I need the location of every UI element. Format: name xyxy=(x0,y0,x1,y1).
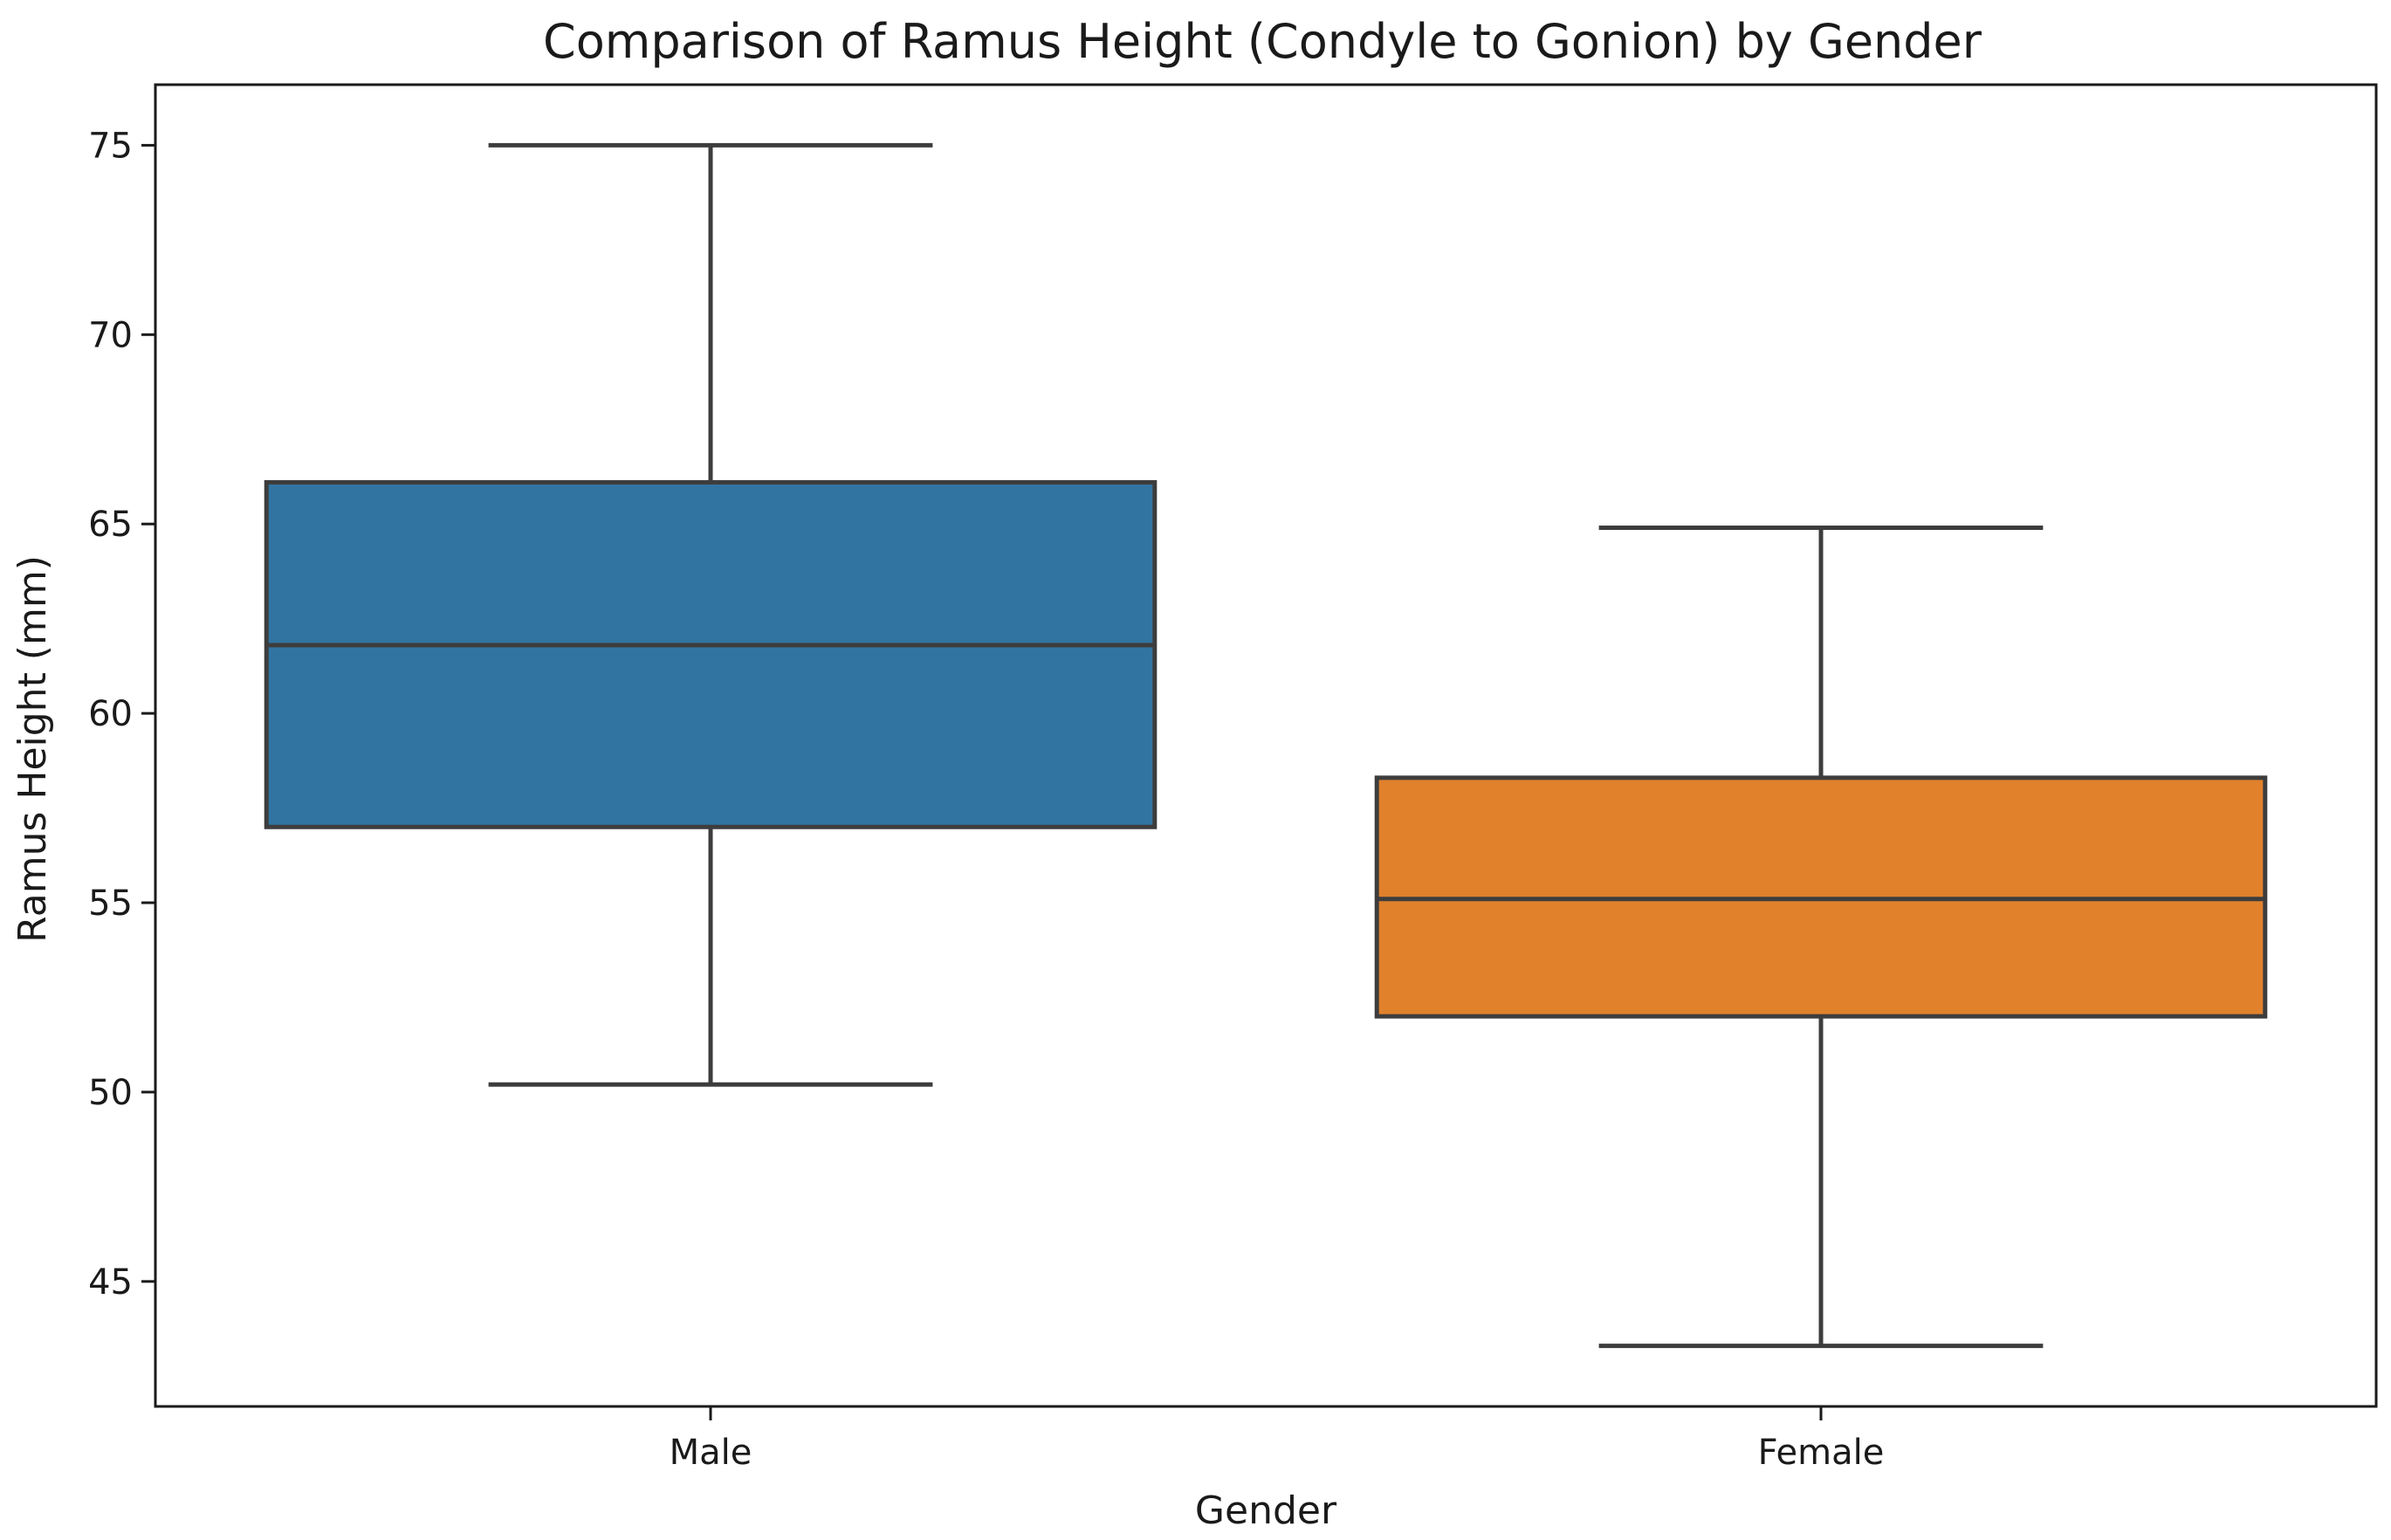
y-axis-label: Ramus Height (mm) xyxy=(10,555,55,943)
box-group-female xyxy=(1374,526,2268,1349)
x-tick-label: Male xyxy=(670,1433,752,1473)
x-axis-ticks: Male Female xyxy=(670,1406,1885,1473)
y-tick-label: 50 xyxy=(88,1073,133,1113)
y-tick-label: 45 xyxy=(88,1262,133,1303)
y-tick-label: 70 xyxy=(88,315,133,355)
y-tick-label: 60 xyxy=(88,694,133,734)
box-iqr-male xyxy=(264,480,1158,829)
x-tick-label: Female xyxy=(1758,1433,1885,1473)
x-axis-label: Gender xyxy=(1195,1488,1337,1533)
chart-title: Comparison of Ramus Height (Condyle to G… xyxy=(543,14,1982,69)
plot-frame xyxy=(154,83,2378,1408)
y-tick-label: 55 xyxy=(88,883,133,924)
y-tick-label: 65 xyxy=(88,505,133,545)
y-axis-ticks: 45 50 55 60 65 70 75 xyxy=(88,126,155,1303)
box-series xyxy=(264,142,2268,1349)
y-tick-label: 75 xyxy=(88,126,133,166)
box-group-male xyxy=(264,142,1158,1087)
